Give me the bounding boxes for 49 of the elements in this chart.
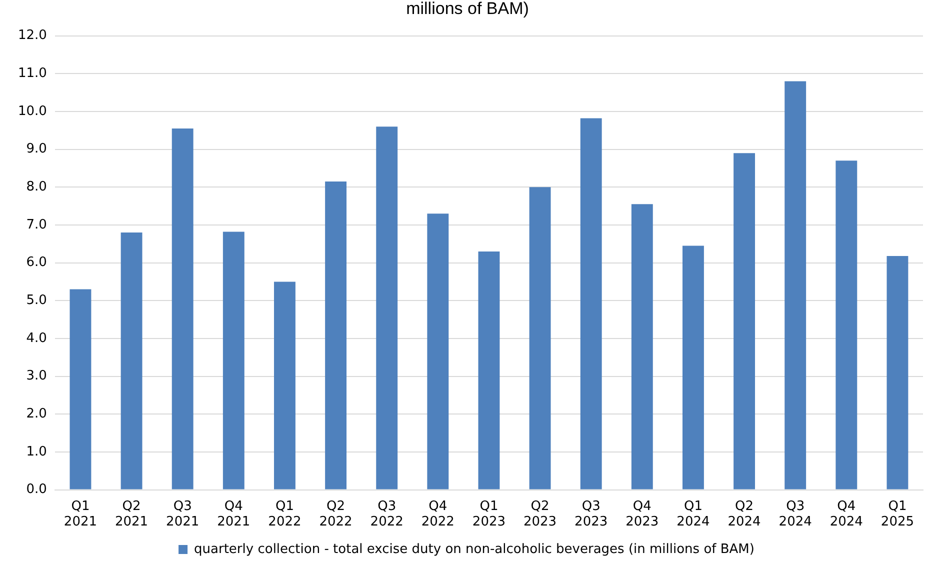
x-tick-label: Q1 2021	[64, 498, 98, 530]
y-tick-label: 5.0	[26, 293, 47, 308]
x-tick-label: Q3 2024	[778, 498, 812, 530]
x-tick-label: Q3 2021	[166, 498, 200, 530]
x-tick-label: Q4 2022	[421, 498, 454, 530]
bar	[784, 81, 806, 490]
bar	[376, 126, 398, 490]
bar	[120, 232, 142, 490]
x-tick-label: Q3 2023	[574, 498, 608, 530]
legend-label: quarterly collection - total excise duty on non-alcoholic beverages (in millions of BAM)	[194, 542, 754, 557]
x-tick-label: Q1 2024	[676, 498, 710, 530]
x-tick-label: Q2 2022	[319, 498, 352, 530]
x-tick-label: Q1 2023	[472, 498, 506, 530]
y-tick-label: 0.0	[26, 482, 47, 498]
bar	[222, 232, 244, 490]
x-tick-label: Q4 2021	[217, 498, 250, 530]
x-tick-label: Q2 2024	[728, 498, 761, 530]
y-tick-label: 10.0	[18, 104, 47, 119]
bar	[70, 289, 92, 490]
y-tick-label: 8.0	[26, 180, 47, 195]
y-tick-label: 4.0	[26, 330, 47, 346]
bar	[682, 246, 704, 490]
bar	[478, 251, 500, 490]
bar	[172, 128, 194, 490]
x-tick-label: Q3 2022	[370, 498, 404, 530]
bar	[325, 181, 347, 490]
x-tick-label: Q4 2023	[626, 498, 659, 530]
y-tick-label: 9.0	[26, 142, 47, 157]
bar	[427, 214, 449, 490]
bar	[274, 282, 296, 490]
y-tick-label: 2.0	[26, 406, 47, 422]
x-tick-label: Q2 2023	[523, 498, 557, 530]
bar	[886, 256, 908, 490]
x-tick-label: Q2 2021	[114, 498, 148, 530]
y-tick-label: 6.0	[26, 255, 47, 270]
y-tick-label: 11.0	[18, 66, 47, 82]
bar	[734, 153, 756, 490]
x-tick-label: Q4 2024	[830, 498, 863, 530]
chart-title: millions of BAM)	[405, 0, 530, 20]
bar	[836, 160, 858, 490]
bar	[580, 118, 602, 490]
y-tick-label: 12.0	[18, 28, 47, 44]
x-tick-label: Q1 2025	[880, 498, 914, 530]
x-tick-label: Q1 2022	[268, 498, 302, 530]
y-tick-label: 1.0	[26, 444, 47, 460]
bar	[529, 187, 551, 490]
bar	[631, 204, 653, 490]
y-tick-label: 7.0	[26, 217, 47, 232]
y-tick-label: 3.0	[26, 368, 47, 384]
